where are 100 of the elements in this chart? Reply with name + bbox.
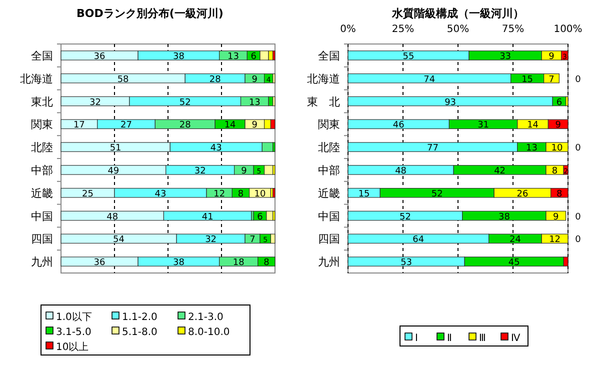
data-label: 13 bbox=[526, 144, 538, 154]
data-label: 7 bbox=[250, 235, 256, 246]
data-label: 9 bbox=[555, 120, 562, 131]
data-label: 6 bbox=[257, 212, 264, 222]
data-label: 93 bbox=[444, 98, 456, 108]
y-tick-label: 関東 bbox=[318, 118, 340, 132]
data-label: 9 bbox=[553, 212, 560, 222]
data-label: 18 bbox=[232, 258, 245, 268]
y-tick-label: 北陸 bbox=[318, 141, 340, 154]
data-label: 15 bbox=[522, 74, 534, 85]
legend-label: Ⅱ bbox=[447, 333, 452, 344]
data-label: 58 bbox=[117, 74, 130, 85]
y-tick-label: 東 北 bbox=[307, 95, 340, 108]
data-label: 8 bbox=[264, 258, 270, 268]
y-tick-label: 全国 bbox=[318, 49, 340, 62]
data-label: 12 bbox=[549, 235, 561, 246]
data-label: 8 bbox=[238, 189, 244, 200]
y-tick-label: 北海道 bbox=[20, 72, 53, 86]
data-label: 48 bbox=[106, 212, 118, 222]
data-label: 55 bbox=[402, 52, 414, 62]
chart-title: 水質階級構成（一級河川） bbox=[391, 7, 524, 20]
data-label: 64 bbox=[412, 235, 424, 246]
data-label: 9 bbox=[252, 74, 258, 85]
data-label: 77 bbox=[426, 144, 438, 154]
legend-label: Ⅰ bbox=[415, 333, 418, 344]
legend-label: 1.0以下 bbox=[56, 311, 92, 323]
data-label: 43 bbox=[210, 144, 222, 154]
y-tick-label: 四国 bbox=[31, 232, 53, 246]
data-label: 45 bbox=[508, 258, 520, 268]
legend-label: Ⅲ bbox=[479, 333, 486, 344]
data-label: 38 bbox=[172, 258, 185, 268]
data-label: 17 bbox=[73, 120, 85, 131]
y-tick-label: 北海道 bbox=[307, 72, 340, 86]
y-tick-label: 中国 bbox=[318, 210, 340, 223]
y-tick-label: 近畿 bbox=[318, 186, 340, 200]
legend-label: 1.1-2.0 bbox=[122, 312, 158, 323]
data-label: 52 bbox=[431, 189, 443, 200]
data-label: 7 bbox=[548, 74, 554, 85]
data-label: 8 bbox=[552, 166, 558, 176]
y-tick-label: 東北 bbox=[31, 95, 53, 108]
data-label: 12 bbox=[214, 189, 226, 200]
data-label: 6 bbox=[556, 98, 562, 108]
legend-label: 10以上 bbox=[56, 341, 89, 353]
data-label: 6 bbox=[250, 52, 257, 62]
legend-label: 2.1-3.0 bbox=[188, 312, 224, 323]
y-tick-label: 北陸 bbox=[31, 141, 53, 154]
y-tick-label: 九州 bbox=[318, 256, 340, 269]
data-label: 27 bbox=[120, 120, 132, 131]
data-label: 48 bbox=[395, 166, 407, 176]
data-label: 25 bbox=[82, 189, 94, 200]
data-label: 51 bbox=[110, 144, 122, 154]
data-label: 54 bbox=[113, 235, 125, 246]
data-label: 0 bbox=[575, 212, 582, 222]
y-tick-label: 中部 bbox=[31, 164, 53, 177]
data-label: 14 bbox=[527, 120, 539, 131]
x-tick-label: 25% bbox=[392, 24, 414, 35]
y-tick-label: 四国 bbox=[318, 232, 340, 246]
data-label: 9 bbox=[252, 120, 258, 131]
data-label: 41 bbox=[202, 212, 214, 222]
legend-label: Ⅳ bbox=[511, 333, 521, 344]
data-label: 13 bbox=[248, 98, 260, 108]
y-tick-label: 全国 bbox=[31, 49, 53, 62]
data-label: 28 bbox=[179, 120, 192, 131]
data-label: 74 bbox=[424, 74, 436, 85]
data-label: 10 bbox=[551, 144, 563, 154]
bar bbox=[272, 188, 276, 198]
data-label: 13 bbox=[228, 52, 239, 62]
x-tick-label: 50% bbox=[446, 24, 470, 35]
data-label: 0 bbox=[575, 74, 582, 85]
data-label: 32 bbox=[194, 166, 206, 176]
data-label: 9 bbox=[548, 52, 555, 62]
data-label: 9 bbox=[241, 166, 248, 176]
data-label: 52 bbox=[179, 98, 191, 108]
data-label: 26 bbox=[516, 189, 528, 200]
data-label: 24 bbox=[509, 235, 522, 246]
data-label: 15 bbox=[358, 189, 370, 200]
data-label: 43 bbox=[154, 189, 166, 200]
x-tick-label: 100% bbox=[554, 24, 582, 35]
data-label: 38 bbox=[172, 52, 185, 62]
x-tick-label: 75% bbox=[502, 24, 524, 35]
data-label: 14 bbox=[224, 120, 236, 131]
y-tick-label: 近畿 bbox=[31, 186, 53, 200]
data-label: 10 bbox=[254, 189, 266, 200]
x-tick-label: 0% bbox=[340, 24, 356, 35]
bar bbox=[272, 50, 276, 60]
data-label: 36 bbox=[94, 258, 106, 268]
data-label: 42 bbox=[494, 166, 506, 176]
legend-label: 8.0-10.0 bbox=[188, 327, 230, 338]
legend-label: 5.1-8.0 bbox=[122, 327, 158, 338]
data-label: 32 bbox=[90, 98, 101, 108]
data-label: 32 bbox=[205, 235, 217, 246]
data-label: 0 bbox=[575, 144, 582, 154]
data-label: 36 bbox=[94, 52, 106, 62]
data-label: 46 bbox=[392, 120, 405, 131]
data-label: 38 bbox=[498, 212, 510, 222]
legend-label: 3.1-5.0 bbox=[56, 327, 92, 338]
data-label: 0 bbox=[575, 235, 582, 246]
y-tick-label: 中部 bbox=[318, 164, 340, 177]
y-tick-label: 中国 bbox=[31, 210, 53, 223]
data-label: 28 bbox=[209, 74, 222, 85]
